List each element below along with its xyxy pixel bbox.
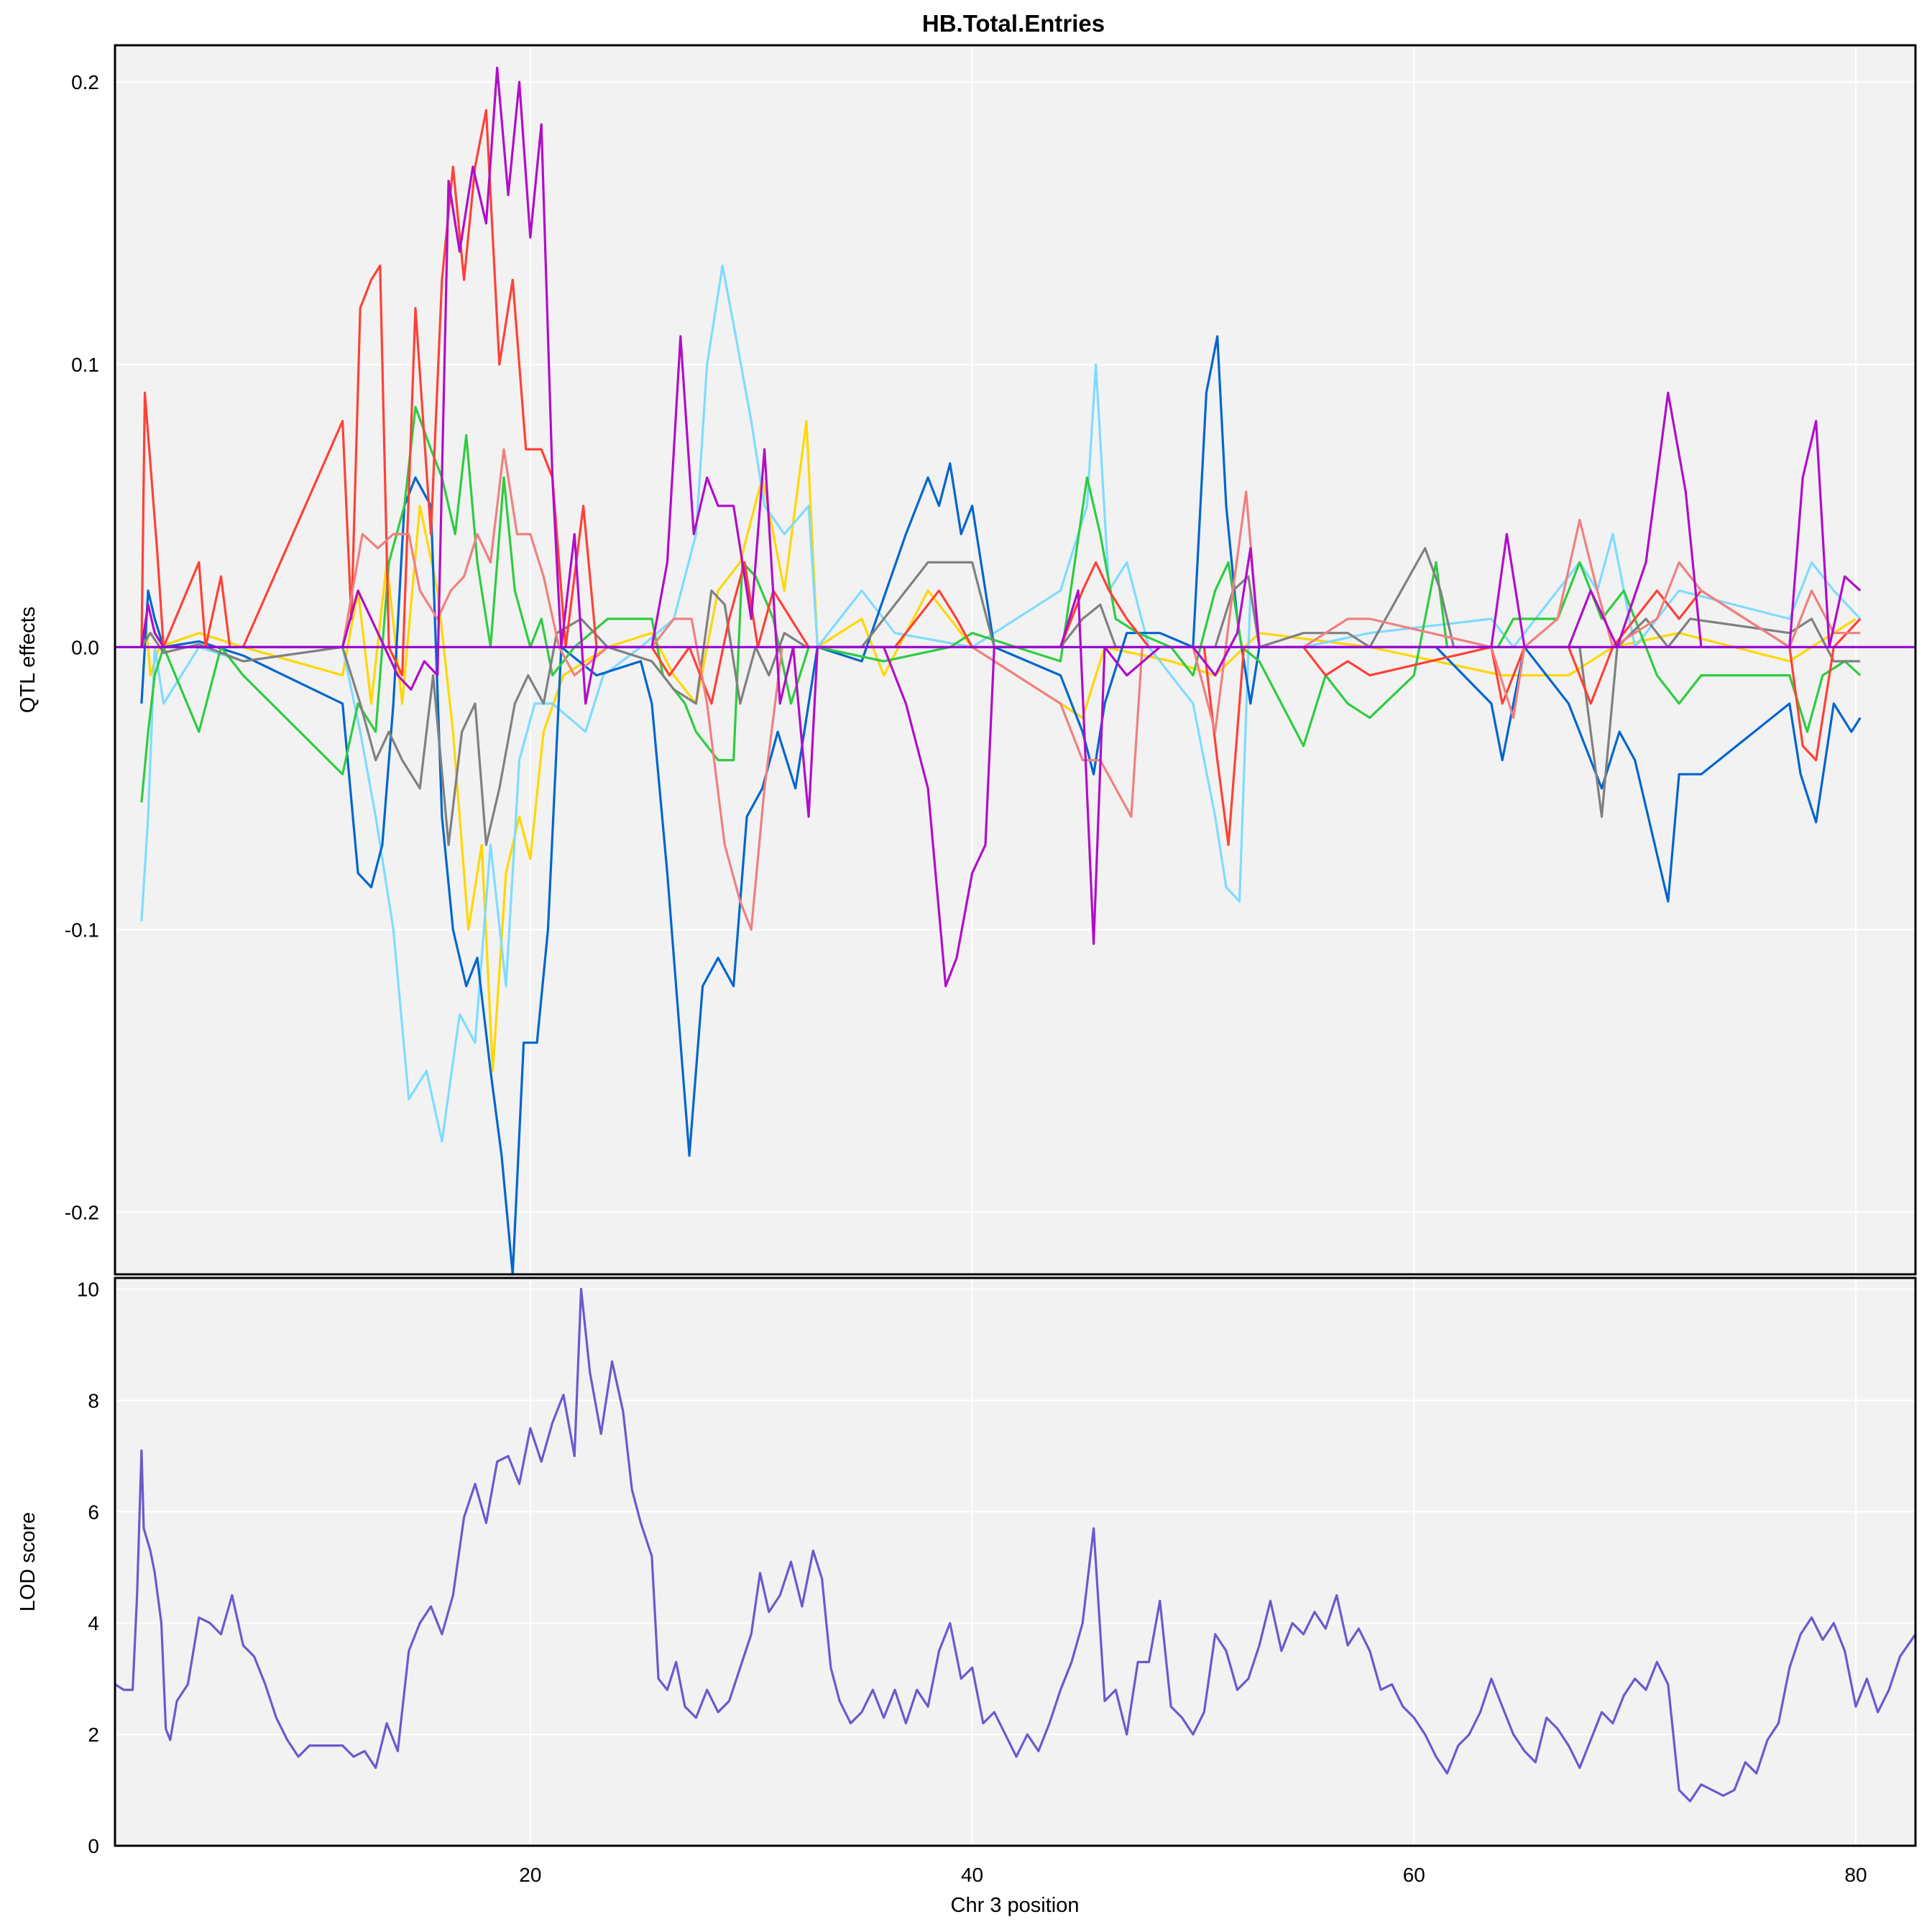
qtl-effects-panel: -0.2 -0.1 0.0 0.1 0.2 QTL effects [17, 44, 1917, 1276]
qtl-effects-panel-border [114, 44, 1917, 1276]
y-tick-label: -0.1 [65, 919, 99, 941]
lod-score-axis-label: LOD score [17, 1512, 40, 1612]
x-tick-label: 20 [519, 1864, 541, 1886]
chart-title: HB.Total.Entries [922, 10, 1105, 37]
y-tick-label: 10 [77, 1278, 99, 1300]
y-tick-label: 0.1 [71, 354, 99, 376]
y-tick-label: 0.0 [71, 636, 99, 658]
lod-score-panel: 0 2 4 6 8 10 20 40 60 80 LOD score Chr 3 positio… [17, 1276, 1917, 1917]
x-tick-label: 80 [1844, 1864, 1867, 1886]
qtl-effect-series-line-1 [140, 264, 1862, 1143]
qtl-effects-panel-background [115, 45, 1915, 1274]
x-tick-label: 60 [1403, 1864, 1425, 1886]
x-axis-label: Chr 3 position [951, 1894, 1080, 1917]
y-tick-label: 0 [88, 1835, 99, 1857]
lod-score-panel-background [115, 1278, 1915, 1846]
y-tick-label: 6 [88, 1501, 99, 1523]
y-tick-label: 2 [88, 1724, 99, 1746]
y-tick-label: 8 [88, 1389, 99, 1412]
y-tick-label: -0.2 [65, 1202, 99, 1224]
y-tick-label: 4 [88, 1612, 99, 1634]
lod-series-line-0 [114, 1287, 1917, 1803]
y-tick-label: 0.2 [71, 71, 99, 93]
x-tick-label: 40 [961, 1864, 983, 1886]
qtl-effect-series-line-5 [140, 109, 1862, 847]
qtl-effects-axis-label: QTL effects [17, 607, 40, 713]
lod-score-panel-border [114, 1276, 1917, 1847]
